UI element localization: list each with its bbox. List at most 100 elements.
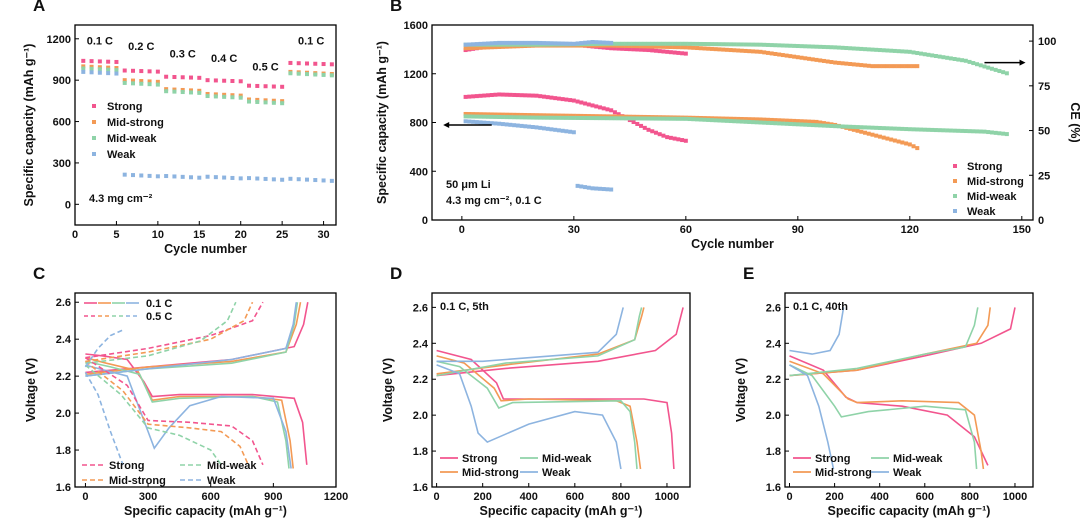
plot-frame	[74, 24, 337, 226]
data-point-mid-weak	[571, 115, 576, 120]
data-point-strong	[97, 59, 102, 64]
data-point-weak	[205, 174, 210, 179]
data-point-strong	[605, 45, 610, 50]
data-point-mid-strong	[870, 132, 875, 137]
data-point-mid-weak	[321, 72, 326, 77]
data-point-strong	[255, 83, 260, 88]
data-point-strong	[676, 137, 681, 142]
data-point-mid-strong	[877, 134, 882, 139]
data-point-strong	[530, 93, 535, 98]
data-point-mid-strong	[743, 117, 748, 122]
data-point-mid-weak	[788, 43, 793, 48]
data-point-mid-strong	[519, 112, 524, 117]
data-point-weak	[523, 40, 528, 45]
data-point-weak	[575, 41, 580, 46]
data-point-mid-strong	[500, 44, 505, 49]
data-point-mid-weak	[500, 115, 505, 120]
data-point-mid-weak	[508, 115, 513, 120]
data-point-strong	[288, 60, 293, 65]
legend-label: Mid-weak	[207, 460, 257, 472]
data-point-strong	[222, 78, 227, 83]
data-point-mid-strong	[482, 45, 487, 50]
data-point-mid-strong	[754, 49, 759, 54]
data-point-mid-weak	[106, 67, 111, 72]
data-point-weak	[553, 127, 558, 132]
data-point-mid-strong	[620, 43, 625, 48]
plot-frame	[431, 292, 691, 488]
data-point-weak	[534, 40, 539, 45]
charge-curve-mid-weak	[85, 301, 237, 364]
legend-label: Mid-weak	[542, 453, 592, 465]
data-point-mid-weak	[859, 125, 864, 130]
data-point-mid-weak	[963, 58, 968, 63]
data-point-weak	[197, 175, 202, 180]
legend-label: Mid-strong	[815, 467, 872, 479]
data-point-mid-strong	[728, 116, 733, 121]
x-tick-label: 300	[139, 491, 157, 503]
data-point-strong	[672, 50, 677, 55]
data-point-strong	[642, 125, 647, 130]
data-point-weak	[497, 121, 502, 126]
data-point-weak	[519, 40, 524, 45]
data-point-mid-strong	[840, 61, 845, 66]
y-tick-label: 2.4	[413, 338, 429, 350]
data-point-weak	[590, 39, 595, 44]
data-point-strong	[553, 96, 558, 101]
data-point-weak	[605, 40, 610, 45]
data-point-weak	[504, 122, 509, 127]
data-point-strong	[164, 74, 169, 79]
rate-label: 0.1 C	[87, 35, 113, 47]
data-point-mid-strong	[586, 114, 591, 119]
data-point-weak	[549, 127, 554, 132]
data-point-strong	[601, 106, 606, 111]
y-tick-label: 2.2	[56, 371, 71, 383]
discharge-curve-mid-weak	[84, 364, 222, 466]
data-point-mid-weak	[848, 124, 853, 129]
data-point-strong	[485, 93, 490, 98]
x-tick-label: 90	[792, 224, 804, 236]
data-point-mid-strong	[743, 48, 748, 53]
data-point-mid-weak	[478, 114, 483, 119]
data-point-mid-weak	[661, 41, 666, 46]
data-point-strong	[668, 135, 673, 140]
data-point-mid-weak	[896, 49, 901, 54]
data-point-weak	[519, 123, 524, 128]
data-point-mid-strong	[493, 45, 498, 50]
data-point-mid-weak	[164, 89, 169, 94]
data-point-mid-weak	[612, 116, 617, 121]
data-point-weak	[504, 40, 509, 45]
data-point-weak	[579, 184, 584, 189]
data-point-strong	[263, 84, 268, 89]
data-point-mid-weak	[769, 121, 774, 126]
y-tick-label: 2.0	[413, 410, 428, 422]
data-point-mid-weak	[941, 128, 946, 133]
data-point-mid-strong	[889, 64, 894, 69]
data-point-strong	[560, 97, 565, 102]
data-point-strong	[81, 58, 86, 63]
data-point-mid-strong	[769, 117, 774, 122]
y-tick-label: 0	[65, 199, 71, 211]
data-point-mid-weak	[732, 119, 737, 124]
data-point-strong	[657, 49, 662, 54]
data-point-mid-weak	[751, 120, 756, 125]
data-point-weak	[530, 40, 535, 45]
data-point-mid-weak	[877, 125, 882, 130]
data-point-mid-weak	[844, 46, 849, 51]
data-point-mid-weak	[180, 90, 185, 95]
data-point-mid-weak	[818, 123, 823, 128]
x-tick-label: 200	[825, 491, 843, 503]
legend-label: Weak	[893, 467, 922, 479]
data-point-mid-strong	[821, 58, 826, 63]
data-point-mid-strong	[765, 117, 770, 122]
data-point-mid-weak	[639, 116, 644, 121]
data-point-mid-weak	[665, 116, 670, 121]
data-point-strong	[197, 75, 202, 80]
data-point-mid-weak	[661, 116, 666, 121]
data-point-weak	[527, 40, 532, 45]
data-point-strong	[519, 93, 524, 98]
data-point-mid-strong	[818, 120, 823, 125]
data-point-mid-strong	[803, 56, 808, 61]
data-point-mid-weak	[967, 59, 972, 64]
data-point-mid-weak	[780, 121, 785, 126]
data-point-strong	[114, 59, 119, 64]
